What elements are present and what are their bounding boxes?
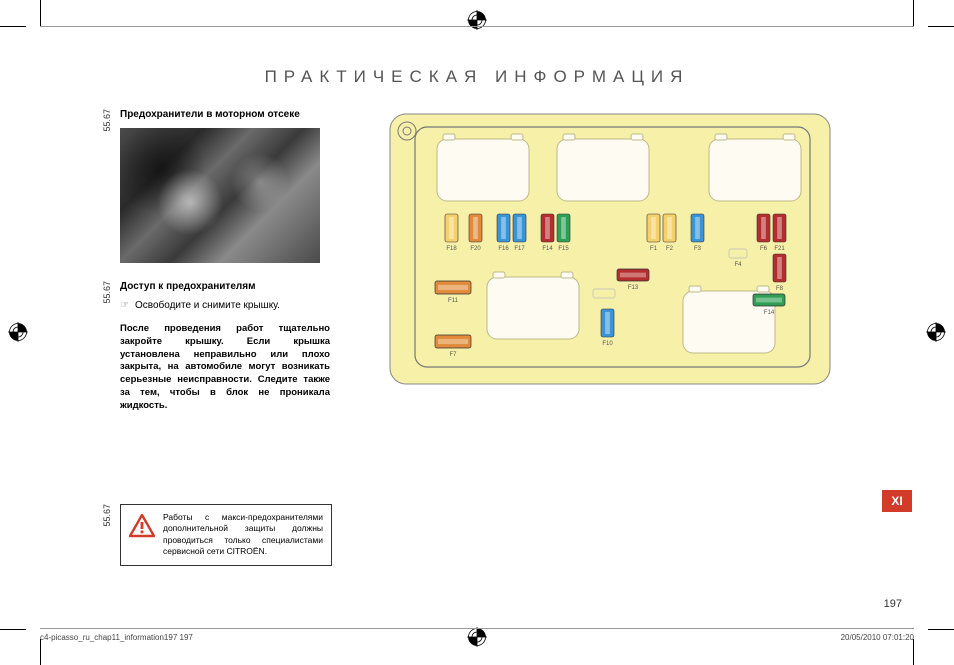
svg-text:F4: F4	[734, 262, 742, 268]
svg-text:F14: F14	[764, 310, 775, 316]
svg-text:F2: F2	[666, 246, 674, 252]
warning-triangle-icon	[129, 514, 155, 538]
instruction-line: ☞Освободите и снимите крышку.	[120, 299, 345, 313]
section-ref: 55.67	[102, 281, 112, 304]
page-number: 197	[884, 598, 902, 610]
svg-text:F16: F16	[498, 246, 509, 252]
warning-text: Работы с макси-предохранителями дополнит…	[163, 512, 323, 558]
svg-text:F17: F17	[514, 246, 525, 252]
caution-paragraph: После проведения работ тщательно закройт…	[120, 323, 330, 413]
section-ref: 55.67	[102, 504, 112, 527]
svg-text:F15: F15	[558, 246, 569, 252]
pointer-icon: ☞	[120, 300, 129, 311]
svg-text:F3: F3	[694, 246, 702, 252]
footer-right: 20/05/2010 07:01:20	[841, 633, 914, 642]
section-title: Предохранители в моторном отсеке	[120, 109, 345, 122]
section-ref: 55.67	[102, 109, 112, 132]
svg-text:F6: F6	[760, 246, 768, 252]
reg-mark-icon	[926, 322, 946, 342]
reg-mark-icon	[8, 322, 28, 342]
svg-text:F18: F18	[446, 246, 457, 252]
svg-text:F21: F21	[774, 246, 785, 252]
svg-text:F13: F13	[628, 285, 639, 291]
svg-text:F8: F8	[776, 286, 784, 292]
page-title: ПРАКТИЧЕСКАЯ ИНФОРМАЦИЯ	[40, 67, 914, 87]
page-frame: ПРАКТИЧЕСКАЯ ИНФОРМАЦИЯ 55.67 Предохрани…	[40, 26, 914, 630]
svg-text:F1: F1	[650, 246, 658, 252]
warning-box: Работы с макси-предохранителями дополнит…	[120, 504, 332, 566]
svg-text:F11: F11	[448, 298, 459, 304]
print-footer: c4-picasso_ru_chap11_information197 197 …	[40, 628, 914, 642]
svg-text:F10: F10	[602, 341, 613, 347]
svg-text:F14: F14	[542, 246, 553, 252]
section-title: Доступ к предохранителям	[120, 281, 345, 294]
engine-photo	[120, 128, 320, 263]
footer-left: c4-picasso_ru_chap11_information197 197	[40, 633, 193, 642]
svg-text:F7: F7	[449, 352, 457, 358]
fuse-box-diagram: F18 F20 F16 F17 F14 F15 F1 F2 F3 F6 F21 F8 F10 F11 F7 F…	[385, 109, 835, 389]
svg-text:F20: F20	[470, 246, 481, 252]
chapter-tab: XI	[882, 490, 912, 512]
